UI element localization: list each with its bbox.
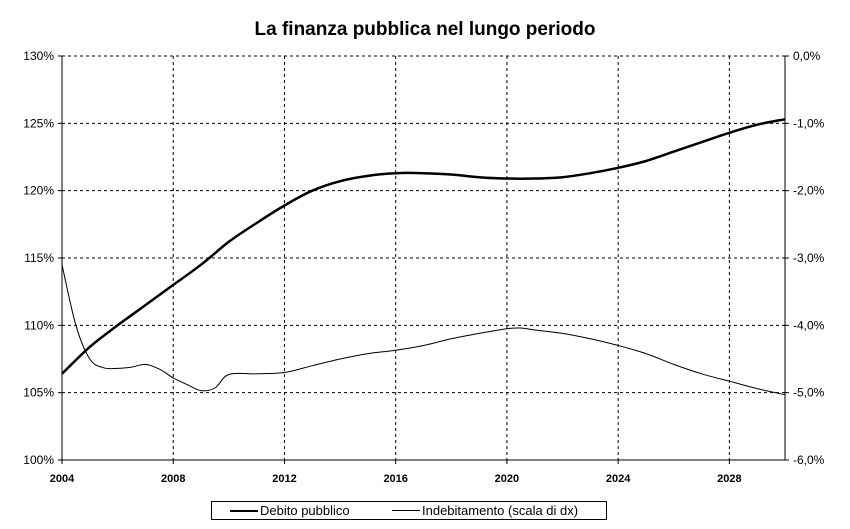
x-tick-label: 2008	[161, 473, 185, 485]
axes	[58, 55, 789, 464]
series-lines	[61, 118, 786, 396]
y-left-tick-label: 100%	[23, 453, 54, 467]
chart-title: La finanza pubblica nel lungo periodo	[254, 19, 596, 40]
legend-swatch-thin	[392, 510, 420, 511]
y-right-tick-label: -1,0%	[793, 116, 825, 130]
y-right-tick-label: -3,0%	[793, 251, 825, 265]
legend-label: Debito pubblico	[260, 503, 350, 518]
y-right-tick-label: -2,0%	[793, 184, 825, 198]
x-tick-label: 2012	[272, 473, 296, 485]
x-tick-label: 2016	[383, 473, 407, 485]
legend: Debito pubblico Indebitamento (scala di …	[211, 501, 607, 520]
y-left-tick-label: 125%	[23, 116, 54, 130]
x-tick-label: 2028	[717, 473, 741, 485]
y-left-tick-label: 115%	[24, 251, 54, 265]
tick-labels: 100% -6,0% 105% -5,0% 110% -4,0% 115% -3,0% 120%…	[23, 49, 824, 485]
y-left-tick-label: 130%	[23, 49, 54, 63]
y-left-tick-label: 110%	[24, 318, 54, 332]
y-right-tick-label: -4,0%	[793, 318, 825, 332]
legend-label: Indebitamento (scala di dx)	[422, 503, 579, 518]
x-tick-label: 2004	[50, 473, 75, 485]
x-tick-label: 2020	[495, 473, 519, 485]
y-right-tick-label: -6,0%	[793, 453, 825, 467]
legend-swatch-thick	[230, 510, 258, 512]
gridlines	[62, 55, 785, 460]
y-right-tick-label: -5,0%	[793, 386, 825, 400]
y-left-tick-label: 120%	[23, 184, 54, 198]
series-line-debito-pubblico	[61, 118, 786, 375]
y-left-tick-label: 105%	[23, 386, 54, 400]
series-line-indebitamento	[61, 264, 786, 396]
y-right-tick-label: 0,0%	[793, 49, 821, 63]
x-tick-label: 2024	[606, 473, 631, 485]
